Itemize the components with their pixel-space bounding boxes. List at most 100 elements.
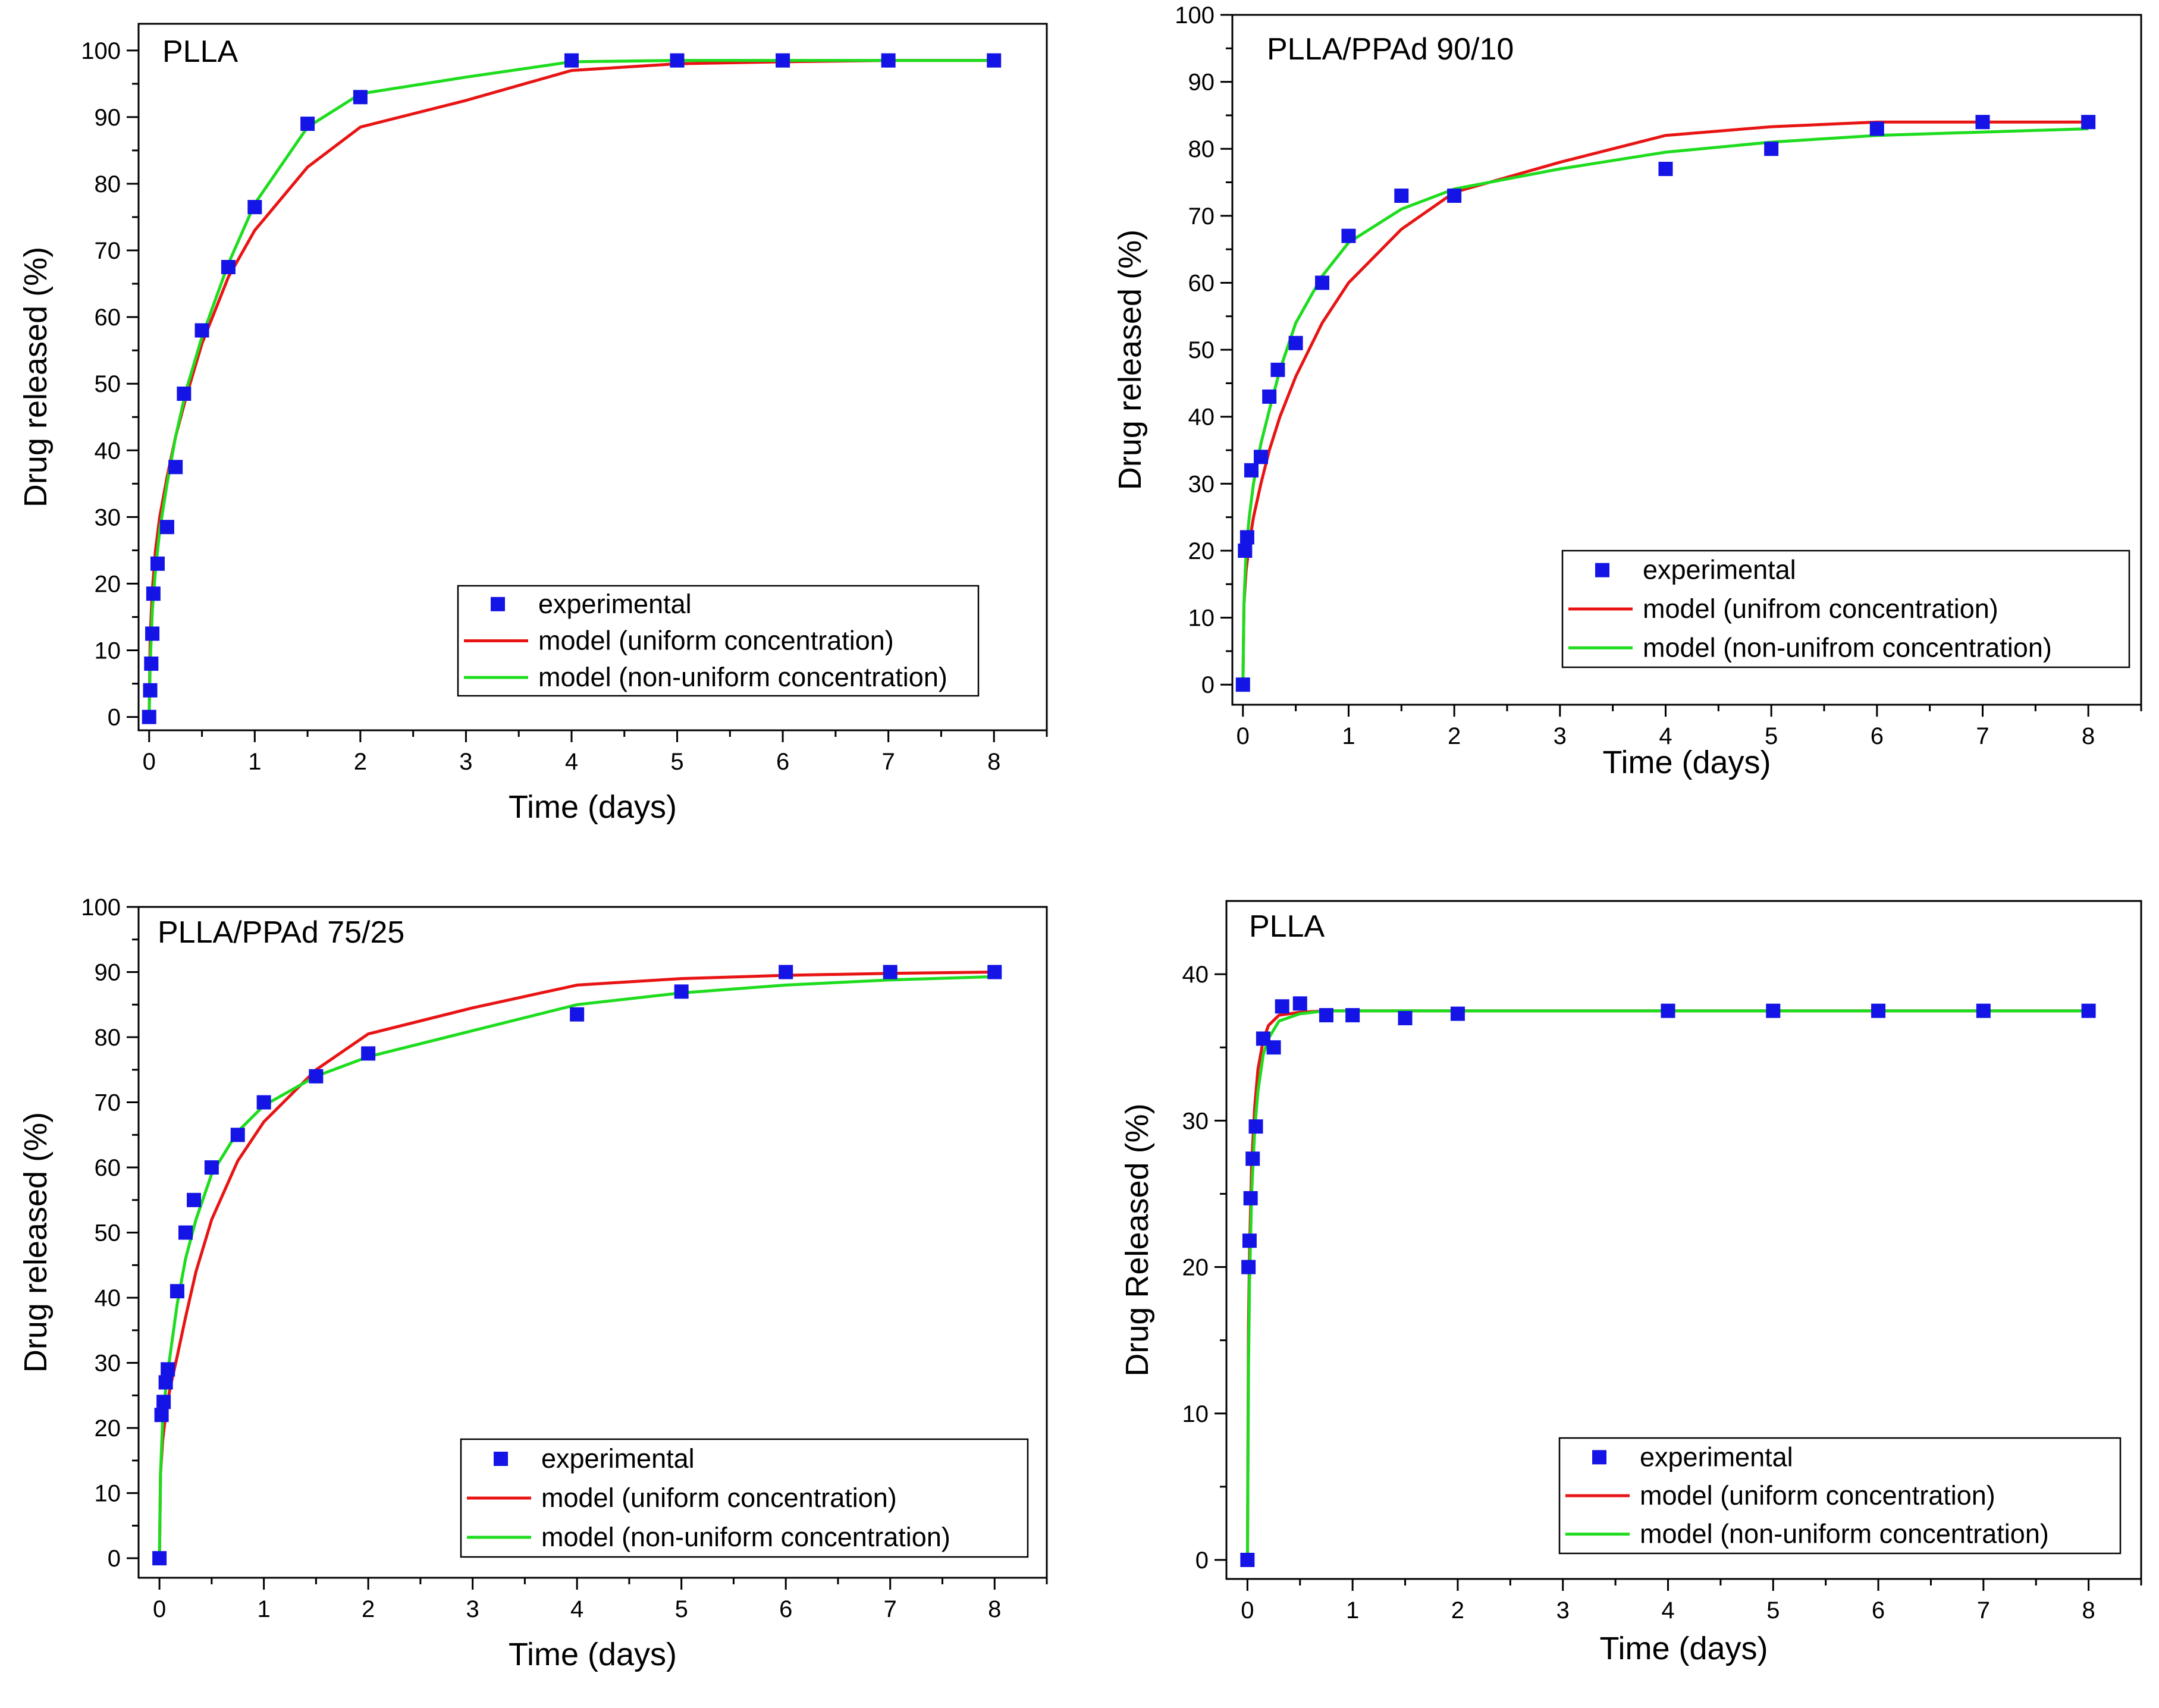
y-axis-title: Drug released (%) bbox=[18, 247, 54, 507]
legend-marker-experimental bbox=[1595, 563, 1609, 577]
data-point bbox=[1288, 335, 1303, 350]
data-point bbox=[1450, 1006, 1465, 1021]
legend-label: experimental bbox=[541, 1443, 695, 1474]
data-point bbox=[1248, 1119, 1263, 1134]
y-tick-label: 50 bbox=[1188, 337, 1215, 363]
data-point bbox=[145, 626, 160, 641]
plot-frame bbox=[1225, 900, 2142, 1580]
x-tick-label: 2 bbox=[1451, 1597, 1464, 1624]
data-point bbox=[883, 965, 898, 979]
data-point bbox=[1238, 543, 1253, 558]
legend-marker-experimental bbox=[491, 596, 505, 611]
y-tick-label: 20 bbox=[95, 571, 121, 597]
data-point bbox=[670, 53, 685, 68]
legend: experimental model (unifrom concentration… bbox=[1561, 550, 2130, 668]
panel-title: PLLA bbox=[162, 34, 239, 69]
x-tick-label: 6 bbox=[1871, 723, 1884, 749]
legend-label: model (non-uniform concentration) bbox=[1640, 1519, 2049, 1549]
data-point bbox=[1319, 1008, 1333, 1023]
data-point bbox=[1447, 189, 1462, 203]
data-point bbox=[168, 460, 183, 475]
x-axis-title: Time (days) bbox=[1602, 745, 1771, 780]
legend: experimental model (uniform concentration… bbox=[1558, 1437, 2122, 1555]
data-point bbox=[1341, 228, 1356, 243]
data-point bbox=[353, 90, 368, 105]
legend-label: model (non-unifrom concentration) bbox=[1643, 632, 2052, 663]
plot-frame bbox=[1231, 14, 2142, 706]
data-point bbox=[204, 1160, 219, 1175]
data-point bbox=[1398, 1010, 1413, 1025]
data-point bbox=[1292, 996, 1307, 1011]
x-tick-label: 0 bbox=[1241, 1597, 1254, 1624]
x-tick-label: 1 bbox=[248, 749, 261, 775]
legend-label: model (uniform concentration) bbox=[1640, 1480, 1995, 1511]
x-tick-label: 3 bbox=[466, 1596, 479, 1622]
legend-label: model (uniform concentration) bbox=[541, 1483, 897, 1513]
y-tick-label: 30 bbox=[95, 1351, 121, 1377]
data-point bbox=[152, 1551, 167, 1566]
panel-title: PLLA/PPAd 90/10 bbox=[1267, 32, 1514, 67]
data-point bbox=[1315, 275, 1330, 290]
data-point bbox=[170, 1284, 184, 1299]
data-point bbox=[1244, 463, 1259, 478]
data-point bbox=[1245, 1151, 1260, 1166]
data-point bbox=[256, 1095, 271, 1110]
x-tick-label: 5 bbox=[670, 749, 683, 775]
x-tick-label: 6 bbox=[779, 1596, 792, 1622]
y-tick-label: 70 bbox=[95, 1090, 121, 1116]
y-tick-label: 40 bbox=[95, 1285, 121, 1311]
data-point bbox=[570, 1007, 585, 1022]
y-tick-label: 0 bbox=[108, 705, 121, 731]
y-tick-label: 0 bbox=[1201, 672, 1215, 698]
y-tick-label: 80 bbox=[95, 1025, 121, 1051]
panel-title: PLLA/PPAd 75/25 bbox=[158, 915, 404, 950]
x-tick-label: 4 bbox=[1661, 1597, 1674, 1624]
x-axis-title: Time (days) bbox=[509, 1637, 677, 1672]
legend: experimental model (uniform concentration… bbox=[460, 1438, 1029, 1558]
x-tick-label: 2 bbox=[354, 749, 367, 775]
legend-label: experimental bbox=[538, 589, 692, 619]
y-tick-label: 70 bbox=[1188, 203, 1215, 230]
x-tick-label: 2 bbox=[362, 1596, 375, 1622]
x-tick-label: 5 bbox=[675, 1596, 688, 1622]
data-point bbox=[1240, 1552, 1255, 1567]
data-point bbox=[144, 656, 159, 671]
data-point bbox=[881, 53, 896, 68]
x-axis-title: Time (days) bbox=[509, 789, 677, 825]
data-point bbox=[361, 1046, 376, 1061]
data-point bbox=[674, 984, 689, 999]
y-tick-label: 60 bbox=[95, 1155, 121, 1181]
data-point bbox=[1869, 121, 1884, 136]
x-axis-title: Time (days) bbox=[1599, 1631, 1768, 1666]
x-tick-label: 5 bbox=[1766, 1597, 1780, 1624]
data-point bbox=[1242, 1233, 1257, 1248]
data-point bbox=[1345, 1008, 1360, 1023]
data-point bbox=[1266, 1040, 1281, 1055]
y-tick-label: 30 bbox=[95, 504, 121, 530]
data-point bbox=[1275, 999, 1289, 1014]
data-point bbox=[142, 709, 156, 724]
data-point bbox=[2081, 115, 2096, 130]
y-tick-label: 20 bbox=[1188, 538, 1215, 564]
y-tick-label: 60 bbox=[1188, 270, 1215, 296]
data-point bbox=[1241, 1260, 1256, 1274]
legend-label: experimental bbox=[1643, 555, 1796, 585]
y-tick-label: 90 bbox=[95, 960, 121, 986]
y-tick-label: 60 bbox=[95, 304, 121, 331]
y-tick-label: 50 bbox=[95, 1220, 121, 1247]
x-tick-label: 5 bbox=[1765, 723, 1778, 749]
data-point bbox=[776, 53, 790, 68]
x-tick-label: 1 bbox=[257, 1596, 270, 1622]
data-point bbox=[1394, 189, 1409, 203]
data-point bbox=[987, 965, 1002, 979]
data-point bbox=[177, 387, 192, 401]
data-point bbox=[1976, 1003, 1991, 1018]
data-point bbox=[159, 520, 174, 535]
data-point bbox=[1661, 1003, 1675, 1018]
x-tick-label: 2 bbox=[1448, 723, 1461, 749]
data-point bbox=[987, 53, 1002, 68]
y-tick-label: 10 bbox=[95, 1481, 121, 1507]
legend-box bbox=[1561, 550, 2130, 668]
